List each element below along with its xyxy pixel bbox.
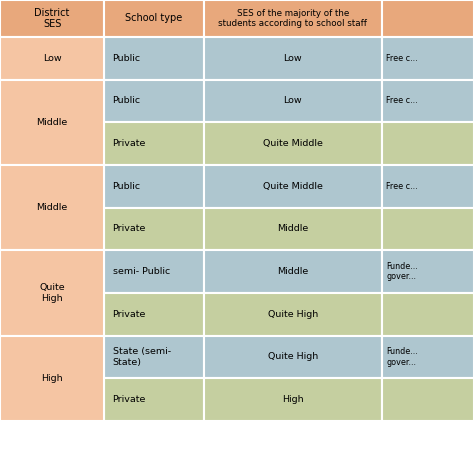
FancyBboxPatch shape [204, 80, 382, 122]
Text: SES of the majority of the
students according to school staff: SES of the majority of the students acco… [218, 9, 367, 28]
Text: District
SES: District SES [35, 8, 70, 29]
FancyBboxPatch shape [204, 122, 382, 165]
Text: Low: Low [283, 54, 302, 63]
FancyBboxPatch shape [382, 37, 474, 80]
Text: Middle: Middle [277, 267, 308, 276]
FancyBboxPatch shape [104, 165, 204, 208]
Text: Funde...
gover...: Funde... gover... [386, 347, 418, 366]
FancyBboxPatch shape [382, 293, 474, 336]
FancyBboxPatch shape [0, 37, 104, 80]
Text: Private: Private [112, 225, 146, 233]
Text: Middle: Middle [36, 118, 68, 127]
FancyBboxPatch shape [104, 37, 204, 80]
Text: Private: Private [112, 310, 146, 319]
FancyBboxPatch shape [204, 0, 382, 37]
Text: Middle: Middle [277, 225, 308, 233]
FancyBboxPatch shape [104, 378, 204, 421]
Text: School type: School type [126, 13, 182, 24]
FancyBboxPatch shape [104, 250, 204, 293]
Text: Private: Private [112, 395, 146, 404]
Text: Public: Public [112, 54, 141, 63]
Text: semi- Public: semi- Public [112, 267, 170, 276]
Text: Low: Low [43, 54, 62, 63]
Text: Quite Middle: Quite Middle [263, 182, 323, 191]
FancyBboxPatch shape [204, 336, 382, 378]
Text: Quite Middle: Quite Middle [263, 139, 323, 148]
FancyBboxPatch shape [204, 165, 382, 208]
Text: Public: Public [112, 182, 141, 191]
FancyBboxPatch shape [104, 293, 204, 336]
FancyBboxPatch shape [0, 165, 104, 250]
Text: High: High [282, 395, 303, 404]
FancyBboxPatch shape [382, 122, 474, 165]
FancyBboxPatch shape [204, 250, 382, 293]
Text: Free c...: Free c... [386, 97, 418, 105]
FancyBboxPatch shape [382, 250, 474, 293]
Text: Quite High: Quite High [267, 310, 318, 319]
Text: Quite
High: Quite High [39, 283, 65, 302]
Text: Free c...: Free c... [386, 54, 418, 63]
Text: High: High [41, 374, 63, 383]
Text: Funde...
gover...: Funde... gover... [386, 262, 418, 281]
FancyBboxPatch shape [382, 336, 474, 378]
FancyBboxPatch shape [204, 208, 382, 250]
Text: Middle: Middle [36, 203, 68, 212]
FancyBboxPatch shape [382, 165, 474, 208]
FancyBboxPatch shape [382, 80, 474, 122]
FancyBboxPatch shape [104, 122, 204, 165]
FancyBboxPatch shape [204, 378, 382, 421]
FancyBboxPatch shape [0, 80, 104, 165]
FancyBboxPatch shape [104, 80, 204, 122]
Text: Quite High: Quite High [267, 353, 318, 361]
FancyBboxPatch shape [0, 0, 104, 37]
FancyBboxPatch shape [104, 0, 204, 37]
FancyBboxPatch shape [0, 250, 104, 336]
FancyBboxPatch shape [204, 37, 382, 80]
FancyBboxPatch shape [104, 208, 204, 250]
Text: Low: Low [283, 97, 302, 105]
FancyBboxPatch shape [382, 378, 474, 421]
FancyBboxPatch shape [0, 336, 104, 421]
Text: Private: Private [112, 139, 146, 148]
Text: Public: Public [112, 97, 141, 105]
FancyBboxPatch shape [382, 208, 474, 250]
FancyBboxPatch shape [204, 293, 382, 336]
Text: State (semi-
State): State (semi- State) [112, 347, 171, 366]
FancyBboxPatch shape [382, 0, 474, 37]
FancyBboxPatch shape [104, 336, 204, 378]
Text: Free c...: Free c... [386, 182, 418, 191]
